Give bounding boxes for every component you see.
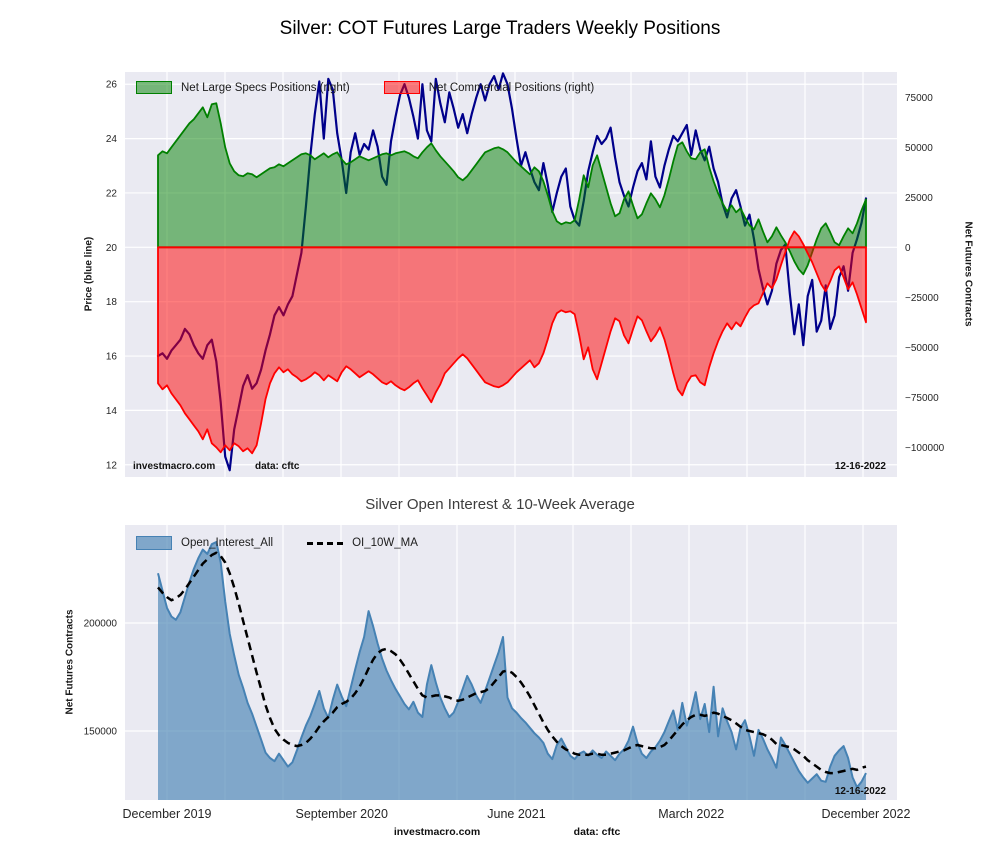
- top-source-text: investmacro.com: [133, 461, 216, 472]
- legend-label-specs: Net Large Specs Positions (right): [181, 81, 350, 94]
- bottom-chart-legend: Open_Interest_All OI_10W_MA: [136, 536, 418, 550]
- svg-text:14: 14: [106, 406, 118, 417]
- svg-text:22: 22: [106, 188, 118, 199]
- bottom-date-stamp: 12-16-2022: [834, 786, 886, 797]
- svg-text:−50000: −50000: [905, 343, 939, 354]
- top-right-axis-label: Net Futures Contracts: [962, 221, 974, 327]
- top-data-note: data: cftc: [255, 461, 300, 472]
- svg-text:150000: 150000: [84, 727, 118, 738]
- green-patch-icon: [136, 81, 172, 94]
- svg-text:200000: 200000: [84, 619, 118, 630]
- top-date-stamp: 12-16-2022: [834, 461, 886, 472]
- steelblue-patch-icon: [136, 536, 172, 550]
- legend-entry-commercials: Net Commercial Positions (right): [383, 81, 595, 94]
- legend-entry-oi-ma: OI_10W_MA: [307, 537, 418, 549]
- svg-text:December 2019: December 2019: [122, 807, 211, 821]
- footer-source-text: investmacro.com: [393, 826, 481, 838]
- top-chart-legend: Net Large Specs Positions (right) Net Co…: [136, 81, 594, 94]
- svg-text:June 2021: June 2021: [487, 807, 545, 821]
- bottom-chart-title: Silver Open Interest & 10-Week Average: [365, 496, 635, 513]
- top-left-axis-label: Price (blue line): [83, 236, 95, 312]
- svg-text:50000: 50000: [905, 143, 933, 154]
- legend-entry-open-interest: Open_Interest_All: [136, 536, 273, 550]
- red-patch-icon: [383, 81, 420, 94]
- svg-text:−25000: −25000: [905, 293, 939, 304]
- svg-text:16: 16: [106, 352, 118, 363]
- svg-text:September 2020: September 2020: [296, 807, 388, 821]
- legend-entry-specs: Net Large Specs Positions (right): [136, 81, 350, 94]
- svg-text:24: 24: [106, 134, 118, 145]
- svg-text:0: 0: [905, 243, 911, 254]
- legend-label-open-interest: Open_Interest_All: [181, 537, 274, 549]
- svg-text:March 2022: March 2022: [658, 807, 724, 821]
- svg-text:−75000: −75000: [905, 393, 939, 404]
- svg-text:12: 12: [106, 460, 118, 471]
- svg-text:25000: 25000: [905, 193, 933, 204]
- dashed-line-icon: [307, 541, 344, 545]
- svg-text:26: 26: [106, 80, 118, 91]
- svg-text:75000: 75000: [905, 93, 933, 104]
- top-chart-title: Silver: COT Futures Large Traders Weekly…: [279, 18, 721, 39]
- footer-data-note: data: cftc: [573, 826, 621, 838]
- svg-text:December 2022: December 2022: [822, 807, 911, 821]
- svg-text:18: 18: [106, 297, 118, 308]
- svg-text:20: 20: [106, 243, 118, 254]
- bottom-left-axis-label: Net Futures Contracts: [64, 609, 76, 715]
- svg-text:−100000: −100000: [905, 443, 945, 454]
- legend-label-oi-ma: OI_10W_MA: [352, 537, 418, 549]
- legend-label-commercials: Net Commercial Positions (right): [428, 81, 595, 94]
